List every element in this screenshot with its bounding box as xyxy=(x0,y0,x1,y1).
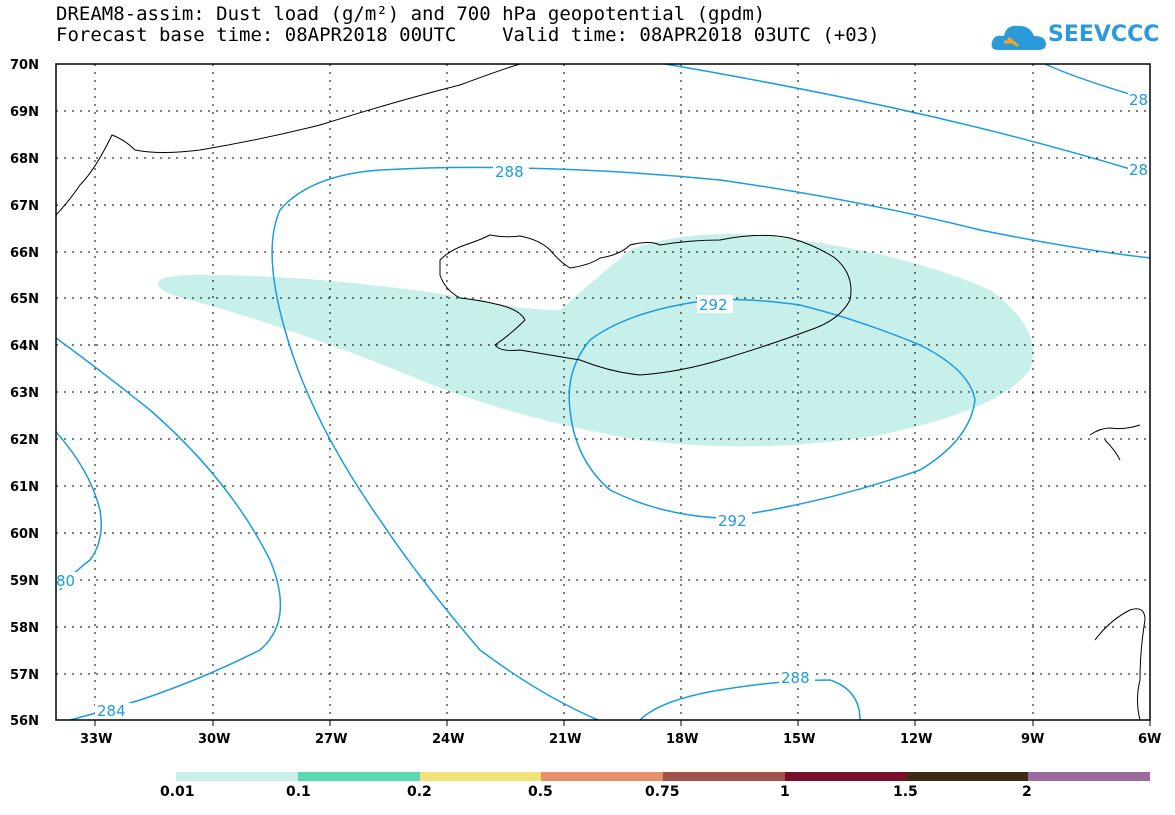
colorbar-swatch xyxy=(419,772,542,781)
lat-label: 57N xyxy=(10,668,39,683)
colorbar-label: 1 xyxy=(780,784,790,800)
lat-label: 66N xyxy=(10,246,39,261)
faroe-coast xyxy=(1089,424,1141,461)
contour-label-28-b: 28 xyxy=(1129,161,1148,179)
colorbar xyxy=(176,772,1150,781)
lat-label: 64N xyxy=(10,339,39,354)
contour-label-292-top: 292 xyxy=(699,296,728,314)
colorbar-swatch xyxy=(1028,772,1150,781)
coastlines xyxy=(55,63,1146,721)
iceland-coast xyxy=(439,234,852,376)
lat-label: 62N xyxy=(10,433,39,448)
lat-label: 65N xyxy=(10,292,39,307)
colorbar-label: 0.2 xyxy=(407,784,432,800)
geopotential-contours xyxy=(55,63,1151,721)
lat-label: 58N xyxy=(10,621,39,636)
lat-label: 59N xyxy=(10,574,39,589)
lon-label: 21W xyxy=(549,732,581,747)
contour-label-288-bottom: 288 xyxy=(781,669,810,687)
contour-label-280: 80 xyxy=(56,572,75,590)
lon-label: 9W xyxy=(1021,732,1044,747)
map-frame xyxy=(55,63,1151,721)
lat-label: 69N xyxy=(10,105,39,120)
lat-label: 68N xyxy=(10,152,39,167)
contour-label-288-top: 288 xyxy=(495,163,524,181)
lon-label: 24W xyxy=(432,732,464,747)
lon-label: 33W xyxy=(80,732,112,747)
scotland-coast xyxy=(1094,608,1146,721)
latitude-labels: 70N 69N 68N 67N 66N 65N 64N 63N 62N 61N … xyxy=(10,58,39,729)
colorbar-swatch xyxy=(906,772,1029,781)
lat-label: 70N xyxy=(10,58,39,73)
lon-label: 6W xyxy=(1138,732,1161,747)
contour-labels: 288 292 292 288 284 80 28 28 xyxy=(56,90,1150,720)
lon-label: 12W xyxy=(900,732,932,747)
colorbar-label: 2 xyxy=(1022,784,1032,800)
colorbar-label: 0.5 xyxy=(528,784,553,800)
map-title-line-1: DREAM8-assim: Dust load (g/m²) and 700 h… xyxy=(56,3,766,25)
colorbar-label: 0.01 xyxy=(160,784,195,800)
lat-label: 63N xyxy=(10,386,39,401)
colorbar-swatch xyxy=(541,772,663,781)
longitude-labels: 33W 30W 27W 24W 21W 18W 15W 12W 9W 6W xyxy=(80,732,1161,747)
graticule xyxy=(56,64,1150,720)
greenland-coast xyxy=(55,63,521,216)
lat-label: 61N xyxy=(10,480,39,495)
contour-label-28-a: 28 xyxy=(1129,91,1148,109)
colorbar-label: 1.5 xyxy=(893,784,918,800)
seevccc-logo-text: SEEVCCC xyxy=(1048,22,1160,47)
contour-label-292-bottom: 292 xyxy=(718,512,747,530)
lon-label: 30W xyxy=(198,732,230,747)
lon-label: 18W xyxy=(666,732,698,747)
lat-label: 56N xyxy=(10,714,39,729)
axis-ticks xyxy=(94,720,1151,726)
lon-label: 27W xyxy=(315,732,347,747)
lat-label: 60N xyxy=(10,527,39,542)
colorbar-swatch xyxy=(663,772,785,781)
cloud-icon xyxy=(991,25,1046,50)
contour-label-284: 284 xyxy=(97,702,126,720)
colorbar-label: 0.1 xyxy=(286,784,311,800)
lon-label: 15W xyxy=(783,732,815,747)
colorbar-swatch xyxy=(176,772,298,781)
map-title-line-2: Forecast base time: 08APR2018 00UTC Vali… xyxy=(56,24,880,46)
dust-load-area xyxy=(158,234,1034,447)
colorbar-label: 0.75 xyxy=(645,784,680,800)
colorbar-swatch xyxy=(784,772,907,781)
colorbar-swatch xyxy=(297,772,420,781)
lat-label: 67N xyxy=(10,199,39,214)
